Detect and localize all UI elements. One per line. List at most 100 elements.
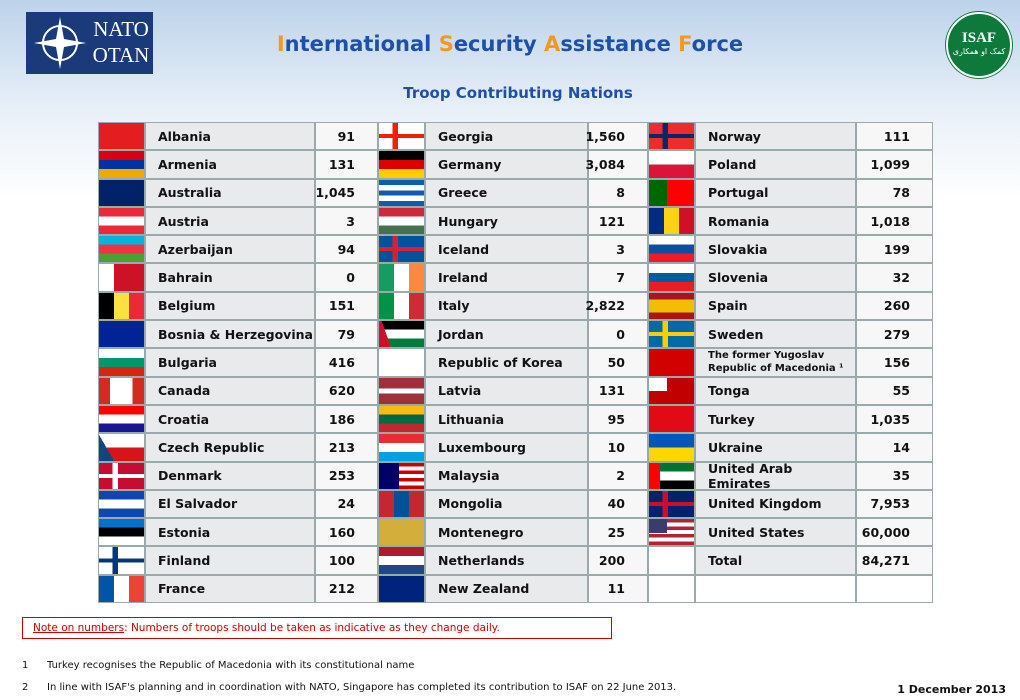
- country: Lithuania: [425, 404, 588, 434]
- country: The former Yugoslav Republic of Macedoni…: [695, 348, 856, 377]
- flag: [378, 291, 425, 321]
- troops: 50: [588, 348, 648, 377]
- troops: 1,035: [856, 404, 933, 434]
- troops: 260: [856, 291, 933, 321]
- troops: 1,045: [315, 178, 378, 207]
- country: Australia: [145, 178, 315, 207]
- logo-text: OTAN: [92, 43, 150, 67]
- troops: 416: [315, 348, 378, 377]
- flag: [378, 376, 425, 405]
- troops: 55: [856, 376, 933, 405]
- country: Jordan: [425, 320, 588, 349]
- country: Bahrain: [145, 263, 315, 292]
- troops: 160: [315, 518, 378, 547]
- flag: [98, 574, 145, 603]
- troops: 11: [588, 574, 648, 603]
- troops: 35: [856, 461, 933, 490]
- country: Latvia: [425, 376, 588, 405]
- flag: [378, 206, 425, 236]
- troops: 212: [315, 574, 378, 603]
- troops: 279: [856, 320, 933, 349]
- country: Armenia: [145, 150, 315, 179]
- country: United States: [695, 518, 856, 547]
- country: Canada: [145, 376, 315, 405]
- flag: [98, 376, 145, 405]
- flag: [648, 122, 695, 151]
- flag: [648, 574, 695, 603]
- troops: 14: [856, 433, 933, 462]
- troops: 1,099: [856, 150, 933, 179]
- troops: 7: [588, 263, 648, 292]
- troops: 1,560: [585, 122, 648, 151]
- flag: [648, 150, 695, 179]
- flag: [378, 235, 425, 264]
- troops: 213: [315, 433, 378, 462]
- flag: [378, 263, 425, 292]
- troops: 0: [588, 320, 648, 349]
- logo-text: کمک او همکاری: [952, 47, 1006, 56]
- flag: [98, 404, 145, 434]
- country: Iceland: [425, 235, 588, 264]
- country: United Arab Emirates: [695, 461, 856, 491]
- flag: [378, 546, 425, 575]
- troops: 78: [856, 178, 933, 207]
- country: Poland: [695, 150, 856, 179]
- troops: 111: [856, 122, 933, 151]
- note-label: Note on numbers: [33, 622, 125, 634]
- country: Tonga: [695, 376, 856, 405]
- title: International Security Assistance Force: [276, 32, 744, 56]
- flag: [378, 178, 425, 207]
- country: Ukraine: [695, 433, 856, 462]
- flag: [98, 206, 145, 236]
- troops: 7,953: [856, 489, 933, 519]
- flag: [648, 206, 695, 236]
- troops: 151: [315, 291, 378, 321]
- troops: 94: [315, 235, 378, 264]
- note-text: : Numbers of troops should be taken as i…: [124, 622, 500, 634]
- country: Slovakia: [695, 235, 856, 264]
- troops: 2: [588, 461, 648, 490]
- flag: [378, 150, 425, 179]
- footnote-number: 1: [22, 660, 29, 671]
- flag: [378, 320, 425, 349]
- flag: [378, 518, 425, 547]
- troops: 3,084: [585, 150, 648, 179]
- troops: 10: [588, 433, 648, 462]
- flag: [378, 348, 425, 377]
- footnote-text: Turkey recognises the Republic of Macedo…: [47, 660, 415, 671]
- troops: 186: [315, 404, 378, 434]
- flag: [98, 320, 145, 349]
- country: Portugal: [695, 178, 856, 207]
- troops: 24: [315, 489, 378, 519]
- logo-text: ISAF: [961, 30, 997, 46]
- troops: 2,822: [585, 291, 648, 321]
- troops: 131: [588, 376, 648, 405]
- troops: 121: [588, 206, 648, 236]
- country: Croatia: [145, 404, 315, 434]
- country: Luxembourg: [425, 433, 588, 462]
- flag: [378, 122, 425, 151]
- country: France: [145, 574, 315, 603]
- flag: [648, 291, 695, 321]
- country: Montenegro: [425, 518, 588, 547]
- troops: 200: [588, 546, 648, 575]
- flag: [648, 461, 695, 490]
- flag: [98, 518, 145, 547]
- flag: [98, 263, 145, 292]
- flag: [648, 178, 695, 207]
- logo-text: NATO: [93, 17, 149, 41]
- flag: [98, 178, 145, 207]
- troops: 95: [588, 404, 648, 434]
- troops: 3: [315, 206, 378, 236]
- flag: [98, 150, 145, 179]
- flag: [648, 376, 695, 405]
- nato-star: [34, 17, 86, 69]
- troops: 79: [315, 320, 378, 349]
- country: Azerbaijan: [145, 235, 315, 264]
- troops: 131: [315, 150, 378, 179]
- flag: [648, 320, 695, 349]
- flag: [648, 348, 695, 377]
- flag: [98, 291, 145, 321]
- troops: 620: [315, 376, 378, 405]
